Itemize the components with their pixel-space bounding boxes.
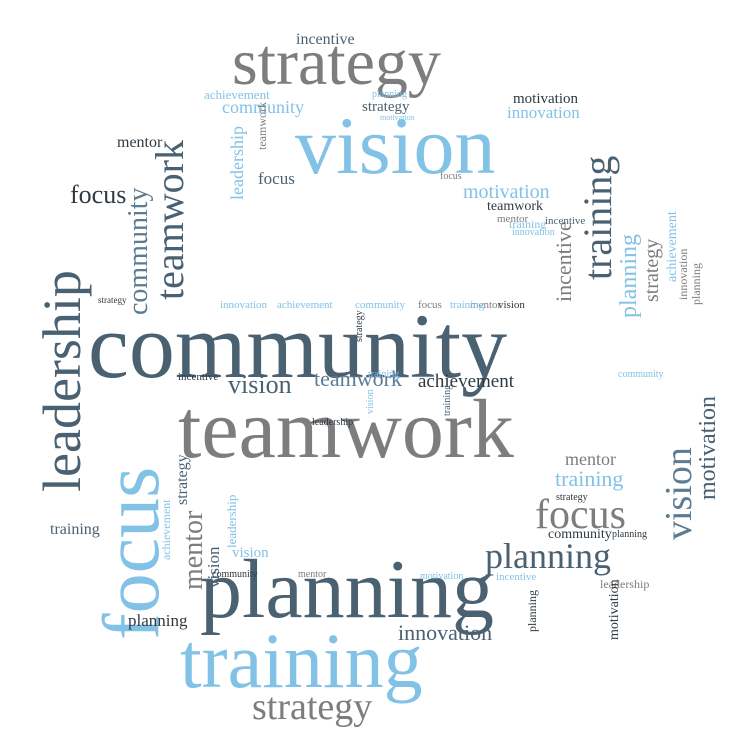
word-strategy-lower-left: strategy xyxy=(174,454,191,505)
word-incentive-inner-left: incentive xyxy=(178,371,219,383)
word-innovation-inner-small: innovation xyxy=(512,227,555,238)
word-achievement-inner: achievement xyxy=(277,299,333,311)
word-leadership-lower-right: leadership xyxy=(600,577,650,591)
word-planning-vertical-right: planning xyxy=(616,234,642,318)
word-strategy-lower-right: strategy xyxy=(556,492,588,503)
word-achievement-lower-left: achievement xyxy=(159,499,173,560)
word-mentor-lower-right: mentor xyxy=(565,449,616,469)
word-focus-inner-small: focus xyxy=(440,171,462,182)
word-training-inner: training xyxy=(450,299,485,311)
word-motivation-lower-small: motivation xyxy=(420,571,464,582)
word-achievement-mid: achievement xyxy=(418,371,515,392)
word-training-left: training xyxy=(50,521,100,538)
word-incentive-top: incentive xyxy=(296,31,355,48)
word-vision-large: vision xyxy=(295,100,496,191)
word-teamwork-mid: teamwork xyxy=(487,199,543,214)
word-leadership-inner: leadership xyxy=(312,417,354,428)
word-motivation-top-tiny: motivation xyxy=(380,113,415,122)
word-focus-lower-right: focus xyxy=(535,492,626,538)
word-incentive-vertical: incentive xyxy=(551,221,576,302)
word-motivation-mid: motivation xyxy=(463,181,550,203)
word-training-mid: training xyxy=(509,217,547,231)
word-mentor-inner: mentor xyxy=(470,299,502,311)
word-planning-lower-left: planning xyxy=(128,611,188,630)
word-planning-lower-tiny: planning xyxy=(525,590,539,632)
word-planning-vertical-right-small: planning xyxy=(689,263,703,305)
word-training-inner-small: training xyxy=(368,369,400,380)
word-innovation-vertical-right: innovation xyxy=(676,248,690,300)
word-community-mid-small: community xyxy=(618,369,664,380)
word-innovation-top: innovation xyxy=(507,103,580,122)
word-mentor-bottom-tiny: mentor xyxy=(298,569,327,580)
word-innovation-inner: innovation xyxy=(220,299,268,311)
word-vision-bottom-tiny: vision xyxy=(365,389,376,414)
word-vision-inner: vision xyxy=(498,299,525,311)
word-motivation-vertical-right: motivation xyxy=(695,396,721,500)
word-vision-mid-left: vision xyxy=(228,370,292,399)
word-incentive-inner: incentive xyxy=(545,215,586,227)
word-mentor-vertical-left: mentor xyxy=(178,510,209,590)
word-focus-inner: focus xyxy=(418,299,442,311)
word-focus-small: focus xyxy=(258,169,295,188)
word-mentor-left: mentor xyxy=(117,134,163,151)
word-community-vertical: community xyxy=(123,187,154,315)
word-community-lower-left: community xyxy=(212,569,258,580)
word-leadership-vertical: leadership xyxy=(32,270,92,492)
word-training-bottom-tiny: training xyxy=(442,384,453,416)
word-training-large: training xyxy=(180,617,423,704)
word-teamwork-large: teamwork xyxy=(178,383,514,476)
word-strategy-top: strategy xyxy=(232,26,441,99)
word-leadership-small: leadership xyxy=(227,126,247,200)
word-strategy-bottom: strategy xyxy=(252,686,373,728)
word-achievement-top: achievement xyxy=(204,87,270,102)
word-planning-top: planning xyxy=(372,89,407,100)
word-teamwork-mid-small: teamwork xyxy=(314,366,402,391)
word-mentor-mid: mentor xyxy=(497,213,529,225)
word-strategy-left-small: strategy xyxy=(98,295,127,305)
word-vision-vertical-right: vision xyxy=(658,447,700,540)
word-strategy-vertical-right: strategy xyxy=(641,238,663,302)
word-motivation-top: motivation xyxy=(513,91,578,107)
word-focus-left: focus xyxy=(70,180,127,209)
word-planning-lower-right-tiny: planning xyxy=(612,529,647,540)
word-planning-lower-right: planning xyxy=(485,536,611,576)
word-strategy-top-small: strategy xyxy=(362,99,410,115)
word-leadership-lower-left: leadership xyxy=(224,494,239,548)
word-community-lower-right: community xyxy=(548,527,612,542)
word-vision-lower-left: vision xyxy=(232,545,269,561)
word-strategy-inner: strategy xyxy=(354,310,365,342)
word-community-large: community xyxy=(88,295,508,397)
word-teamwork-vertical: teamwork xyxy=(147,140,192,300)
word-community-top: community xyxy=(222,97,304,117)
word-teamwork-inner: teamwork xyxy=(255,102,269,150)
word-planning-large: planning xyxy=(200,543,494,636)
word-innovation-bottom: innovation xyxy=(398,620,493,645)
word-incentive-lower: incentive xyxy=(496,571,537,583)
word-community-inner: community xyxy=(355,299,406,311)
word-training-lower-right: training xyxy=(555,466,624,491)
word-motivation-lower: motivation xyxy=(607,579,622,640)
